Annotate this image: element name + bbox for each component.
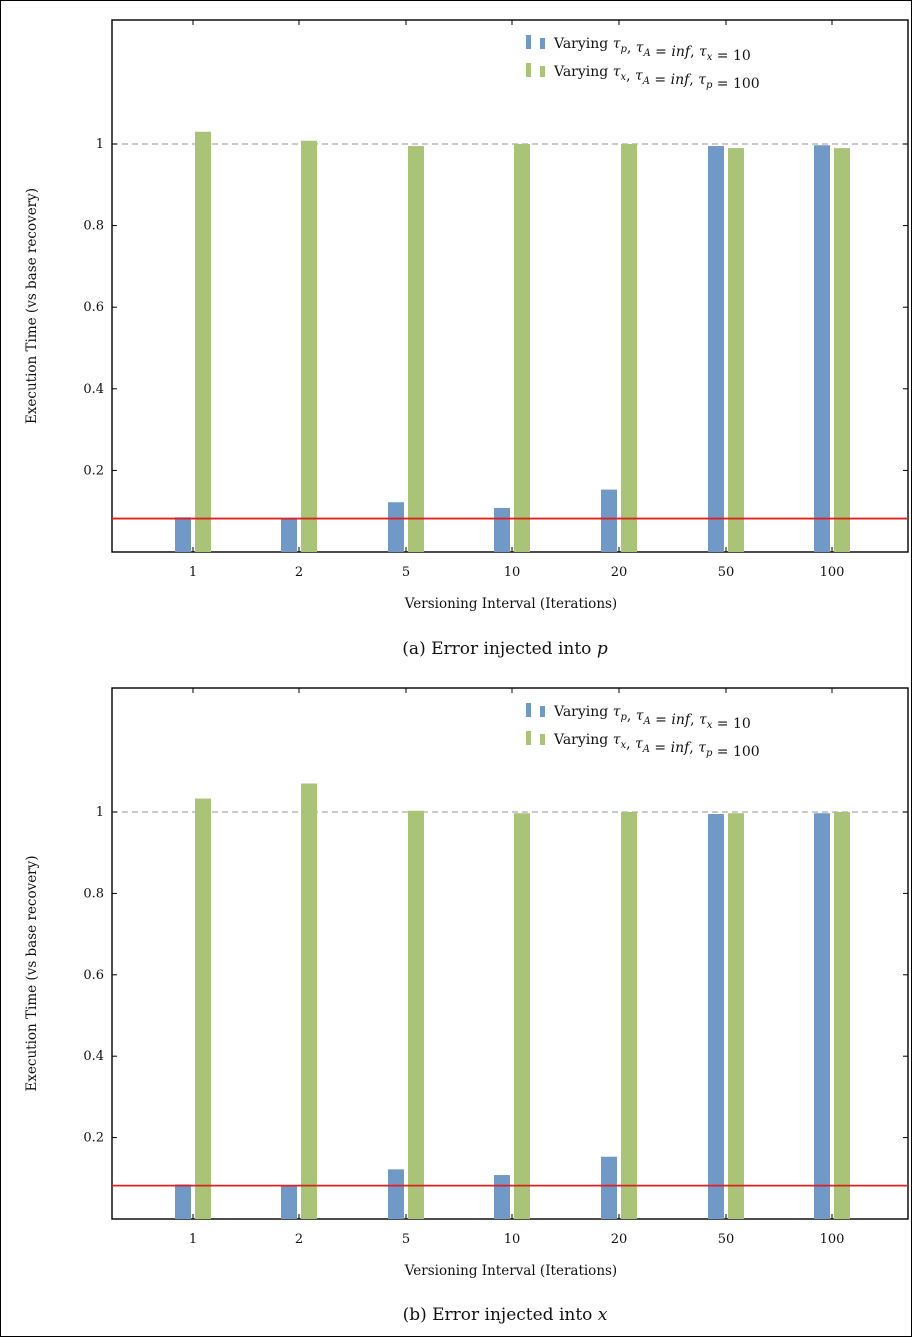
x-tick-label: 10 bbox=[504, 1232, 521, 1247]
y-axis-label: Execution Time (vs base recovery) bbox=[24, 188, 40, 424]
figure-caption: (a) Error injected into p bbox=[402, 639, 608, 659]
figure-caption: (b) Error injected into x bbox=[403, 1305, 608, 1325]
y-tick-label: 1 bbox=[96, 137, 104, 152]
bar-tau-p-5 bbox=[388, 502, 404, 552]
bar-tau-x-2 bbox=[301, 140, 317, 552]
bar-tau-x-5 bbox=[408, 810, 424, 1219]
y-tick-label: 0.8 bbox=[83, 886, 104, 901]
bar-tau-p-20 bbox=[601, 1156, 617, 1219]
y-tick-label: 0.4 bbox=[83, 382, 104, 397]
bar-tau-p-1 bbox=[175, 1184, 191, 1219]
x-tick-label: 1 bbox=[189, 1232, 197, 1247]
y-tick-label: 0.4 bbox=[83, 1049, 104, 1064]
bar-tau-p-2 bbox=[281, 518, 297, 552]
y-axis-label: Execution Time (vs base recovery) bbox=[24, 855, 40, 1091]
bar-tau-p-1 bbox=[175, 517, 191, 552]
x-tick-label: 20 bbox=[611, 1232, 628, 1247]
bar-tau-p-2 bbox=[281, 1185, 297, 1219]
bar-tau-p-50 bbox=[708, 814, 724, 1219]
chart-panel-a: 0.2 0.4 0.6 0.8 1 1 2 5 10 20 50 100 Varying τp, τA … bbox=[24, 19, 909, 659]
bar-tau-x-100 bbox=[834, 148, 850, 552]
y-tick-label: 0.2 bbox=[83, 1131, 104, 1146]
x-tick-label: 100 bbox=[820, 565, 845, 580]
x-tick-label: 50 bbox=[718, 1232, 735, 1247]
bar-tau-p-10 bbox=[494, 507, 510, 552]
x-tick-label: 100 bbox=[820, 1232, 845, 1247]
bar-tau-x-50 bbox=[728, 813, 744, 1219]
bar-tau-p-5 bbox=[388, 1169, 404, 1219]
bar-tau-x-100 bbox=[834, 812, 850, 1219]
legend-swatch-small bbox=[540, 734, 545, 745]
legend-swatch bbox=[526, 703, 531, 717]
bar-tau-p-50 bbox=[708, 146, 724, 553]
legend-label-tau-x: Varying τx, τA = inf, τp = 100 bbox=[553, 732, 760, 760]
x-axis-label: Versioning Interval (Iterations) bbox=[404, 1263, 617, 1279]
bar-tau-x-10 bbox=[514, 813, 530, 1219]
x-tick-label: 20 bbox=[611, 565, 628, 580]
legend-swatch-small bbox=[540, 706, 545, 717]
x-tick-label: 50 bbox=[718, 565, 735, 580]
bar-tau-p-20 bbox=[601, 489, 617, 552]
y-tick-label: 0.6 bbox=[83, 300, 104, 315]
bar-tau-x-1 bbox=[195, 798, 211, 1219]
x-tick-label: 5 bbox=[402, 1232, 410, 1247]
bar-tau-x-20 bbox=[621, 144, 637, 552]
legend-swatch-small bbox=[540, 66, 545, 77]
y-tick-label: 0.6 bbox=[83, 968, 104, 983]
bar-tau-x-5 bbox=[408, 146, 424, 553]
bar-tau-p-10 bbox=[494, 1175, 510, 1219]
legend-swatch bbox=[526, 63, 531, 77]
chart-panel-b: 0.2 0.4 0.6 0.8 1 1 2 5 10 20 50 100 Varying τp, τA … bbox=[24, 687, 909, 1325]
plot-area bbox=[111, 687, 909, 1220]
x-tick-label: 10 bbox=[504, 565, 521, 580]
legend-swatch bbox=[526, 35, 531, 49]
legend-swatch bbox=[526, 731, 531, 745]
bar-tau-p-100 bbox=[814, 145, 830, 552]
bar-tau-x-50 bbox=[728, 148, 744, 552]
bar-tau-p-100 bbox=[814, 813, 830, 1219]
legend-swatch-small bbox=[540, 38, 545, 49]
y-tick-label: 0.8 bbox=[83, 219, 104, 234]
y-tick-label: 0.2 bbox=[83, 463, 104, 478]
x-tick-label: 2 bbox=[295, 1232, 303, 1247]
bar-tau-x-1 bbox=[195, 131, 211, 552]
x-tick-label: 1 bbox=[189, 565, 197, 580]
bar-tau-x-2 bbox=[301, 783, 317, 1219]
x-axis-label: Versioning Interval (Iterations) bbox=[404, 596, 617, 612]
bar-tau-x-10 bbox=[514, 144, 530, 552]
x-tick-label: 5 bbox=[402, 565, 410, 580]
bar-tau-x-20 bbox=[621, 812, 637, 1219]
plot-area bbox=[111, 19, 909, 553]
y-tick-label: 1 bbox=[96, 805, 104, 820]
legend-label-tau-p: Varying τp, τA = inf, τx = 10 bbox=[553, 36, 751, 64]
legend-label-tau-p: Varying τp, τA = inf, τx = 10 bbox=[553, 704, 751, 732]
legend-label-tau-x: Varying τx, τA = inf, τp = 100 bbox=[553, 64, 760, 92]
x-tick-label: 2 bbox=[295, 565, 303, 580]
